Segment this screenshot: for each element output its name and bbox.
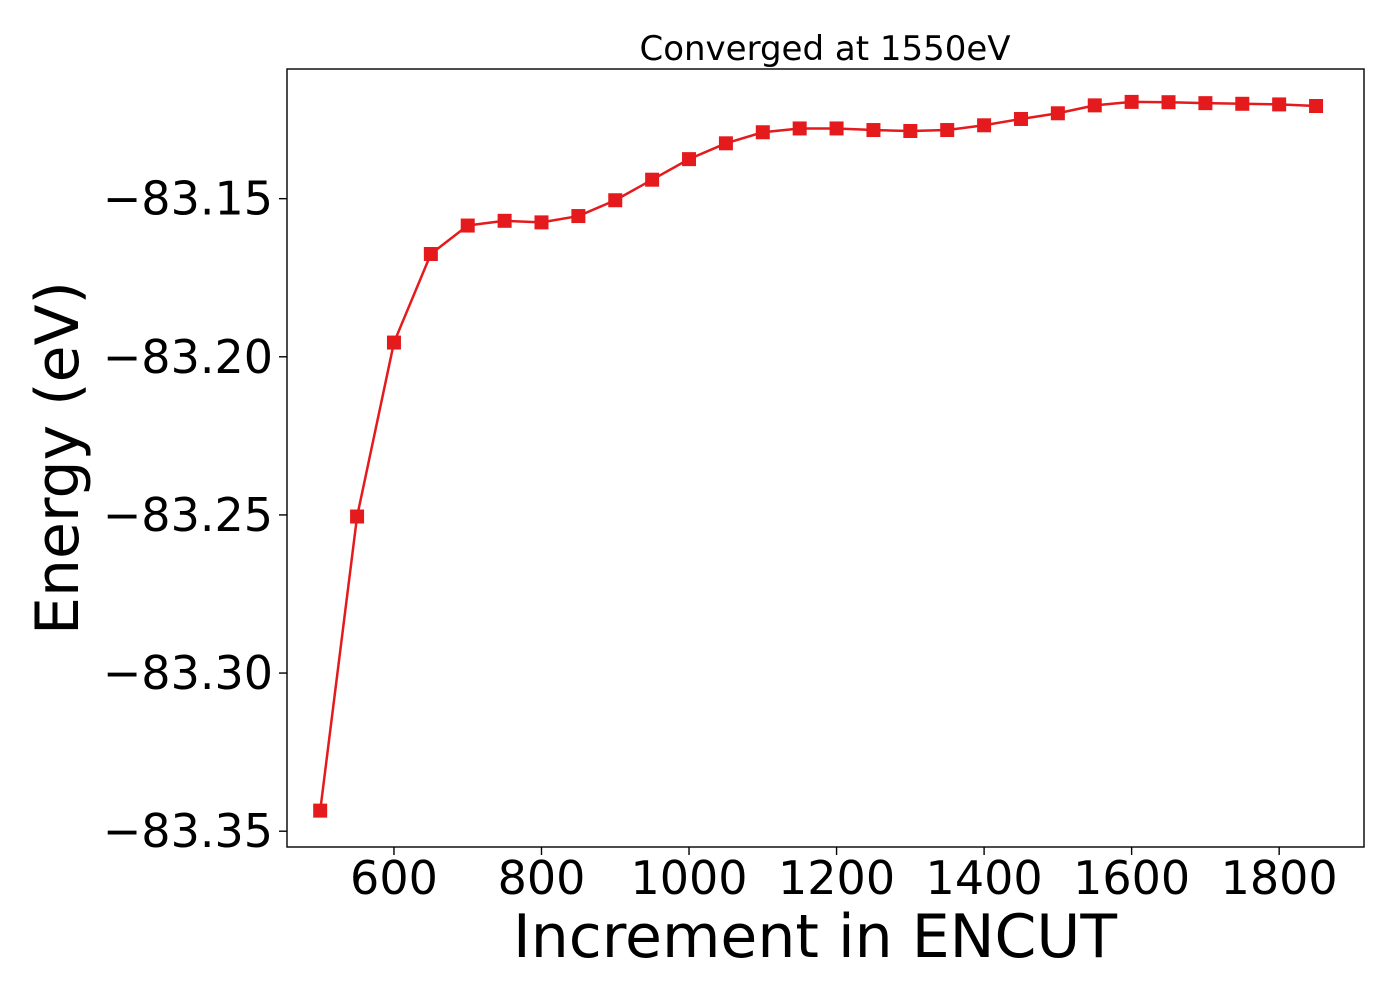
data-point — [497, 213, 512, 228]
data-point — [1235, 96, 1250, 111]
data-point — [571, 209, 586, 224]
data-point — [423, 247, 438, 262]
data-point — [1013, 111, 1028, 126]
y-axis-label: Energy (eV) — [23, 281, 93, 635]
data-point — [792, 121, 807, 136]
y-tick-label: −83.15 — [103, 172, 273, 226]
x-tick-label: 1800 — [1221, 851, 1338, 905]
data-point — [386, 335, 401, 350]
series-line — [318, 100, 1317, 811]
data-point — [1161, 95, 1176, 110]
data-point — [313, 803, 328, 818]
plot-frame — [286, 68, 1365, 848]
data-point — [1087, 98, 1102, 113]
y-tick-label: −83.30 — [103, 646, 273, 700]
data-point — [1198, 96, 1213, 111]
data-point — [940, 123, 955, 138]
data-point — [534, 215, 549, 230]
data-point — [350, 509, 365, 524]
plot-area: 600 800 1000 1200 1400 1600 1800 −83.35 −83.30 −8… — [103, 68, 1365, 905]
y-tick-label: −83.25 — [103, 488, 273, 542]
data-point — [977, 118, 992, 133]
data-point — [1272, 97, 1287, 112]
x-tick-label: 1200 — [778, 851, 895, 905]
data-point — [682, 152, 697, 167]
data-point — [866, 123, 881, 138]
data-point — [755, 125, 770, 140]
chart-title: Converged at 1550eV — [639, 29, 1010, 69]
data-point — [1050, 106, 1065, 121]
x-tick-label: 800 — [498, 851, 586, 905]
data-point — [903, 123, 918, 138]
x-tick-label: 600 — [350, 851, 438, 905]
data-point — [608, 193, 623, 208]
data-point — [829, 121, 844, 136]
data-point — [645, 172, 660, 187]
y-tick-label: −83.35 — [103, 804, 273, 858]
data-point — [460, 218, 475, 233]
data-point — [1124, 94, 1139, 109]
data-point — [718, 136, 733, 151]
x-axis-label: Increment in ENCUT — [513, 902, 1117, 972]
x-tick-label: 1000 — [630, 851, 747, 905]
x-tick-label: 1600 — [1073, 851, 1190, 905]
y-tick-label: −83.20 — [103, 330, 273, 384]
data-point — [1309, 99, 1324, 114]
x-tick-label: 1400 — [926, 851, 1043, 905]
